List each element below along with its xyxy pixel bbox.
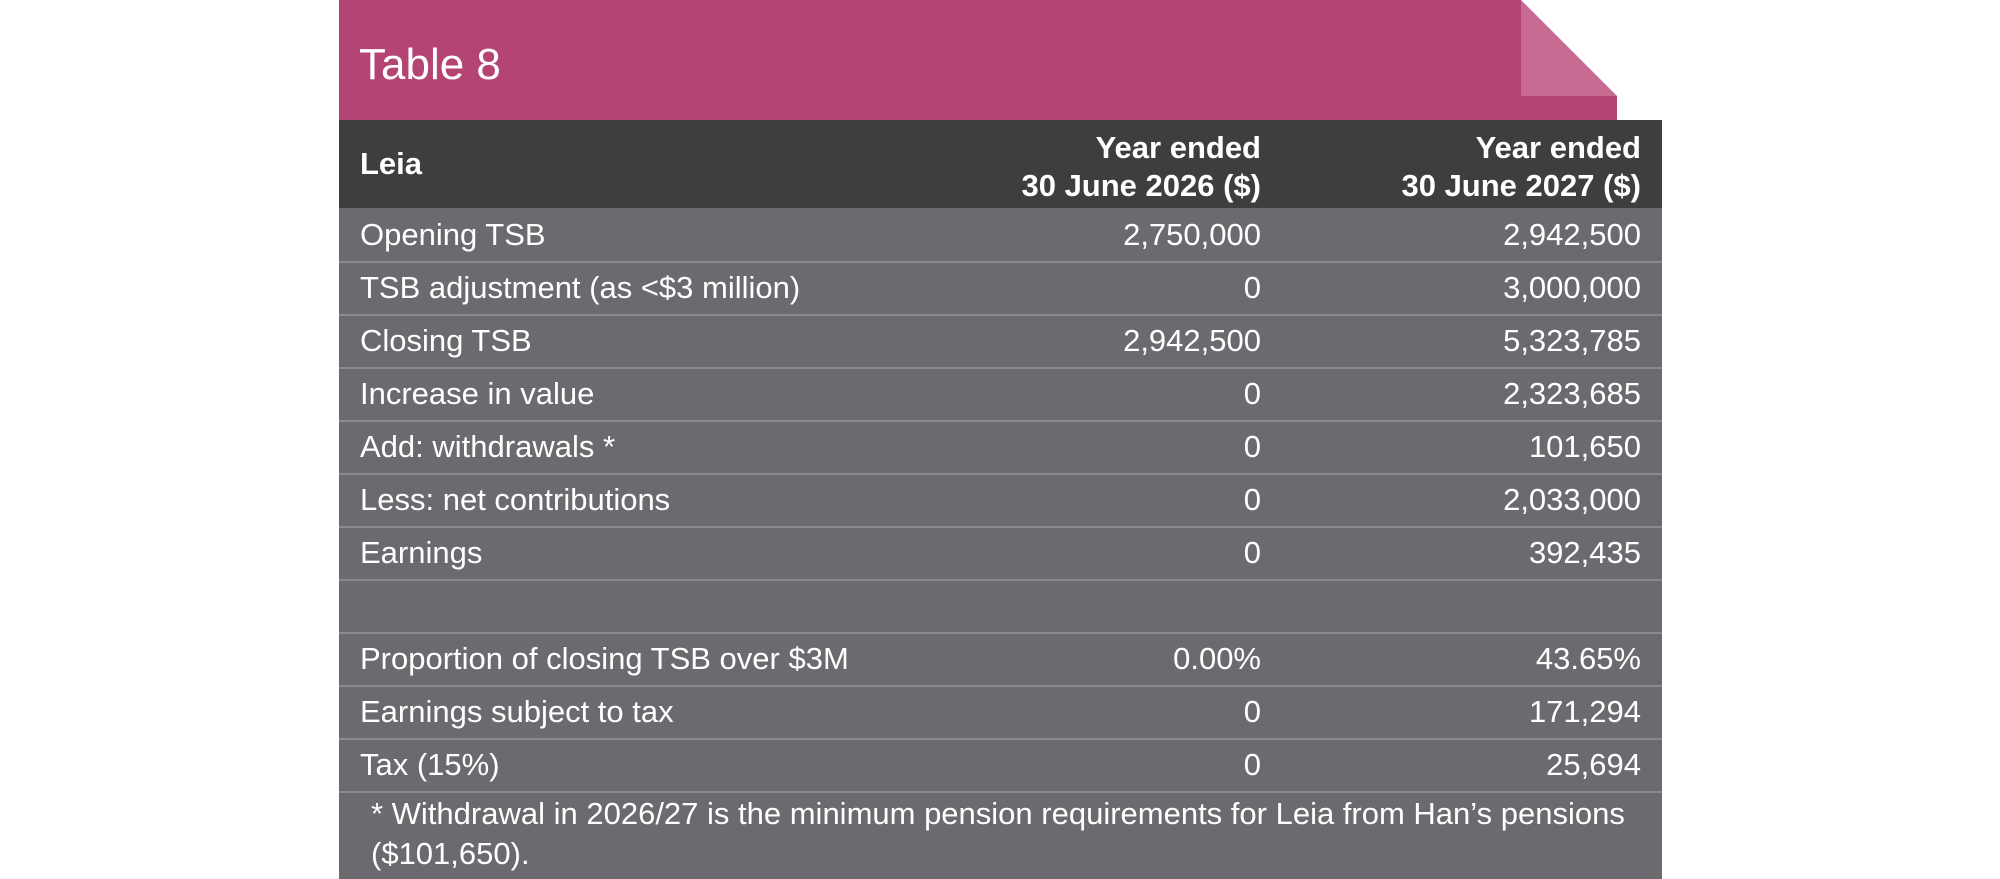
table-row: Earnings subject to tax 0 171,294 [339,686,1662,740]
table-row: Increase in value 0 2,323,685 [339,368,1662,422]
row-label: Add: withdrawals * [360,429,616,464]
page-fold-corner [1521,0,1617,96]
header-col-2027: Year ended 30 June 2027 ($) [1401,129,1641,205]
row-value-2026: 0 [1243,535,1261,570]
row-label: Proportion of closing TSB over $3M [360,641,849,676]
row-value-2026: 2,942,500 [1123,323,1261,358]
header-col-2026-line1: Year ended [1095,130,1261,165]
header-label-leia: Leia [360,146,423,181]
table-title: Table 8 [359,40,501,89]
row-label: Earnings [360,535,483,570]
header-col-2026: Year ended 30 June 2026 ($) [1021,129,1261,205]
table-row: Opening TSB 2,750,000 2,942,500 [339,209,1662,263]
table-row: Closing TSB 2,942,500 5,323,785 [339,315,1662,369]
row-value-2026: 0 [1243,747,1261,782]
table-row: Proportion of closing TSB over $3M 0.00%… [339,633,1662,687]
row-label: Increase in value [360,376,595,411]
row-value-2027: 43.65% [1535,641,1641,676]
table-header-row: Leia Year ended 30 June 2026 ($) Year en… [339,120,1662,208]
data-table: Leia Year ended 30 June 2026 ($) Year en… [339,120,1662,879]
row-value-2026: 0 [1243,694,1261,729]
row-label: Closing TSB [360,323,532,358]
row-value-2027: 3,000,000 [1503,270,1641,305]
row-value-2026: 2,750,000 [1123,217,1261,252]
table-row: Tax (15%) 0 25,694 [339,739,1662,793]
row-label: Less: net contributions [360,482,671,517]
table-row-spacer [339,580,1662,634]
table-header-band [339,0,1617,120]
row-label: Tax (15%) [360,747,500,782]
row-value-2026: 0 [1243,482,1261,517]
row-label: TSB adjustment (as <$3 million) [360,270,801,305]
header-col-2027-line1: Year ended [1475,130,1641,165]
row-value-2026: 0 [1243,429,1261,464]
header-col-2026-line2: 30 June 2026 ($) [1021,168,1261,203]
table-row: TSB adjustment (as <$3 million) 0 3,000,… [339,262,1662,316]
row-value-2027: 5,323,785 [1503,323,1641,358]
row-value-2027: 25,694 [1546,747,1641,782]
row-label: Opening TSB [360,217,546,252]
row-value-2027: 2,942,500 [1503,217,1641,252]
table-row: Add: withdrawals * 0 101,650 [339,421,1662,475]
row-value-2026: 0.00% [1173,641,1261,676]
table-row: Less: net contributions 0 2,033,000 [339,474,1662,528]
table-footnote: * Withdrawal in 2026/27 is the minimum p… [371,796,1625,871]
row-value-2027: 171,294 [1528,694,1641,729]
row-value-2026: 0 [1243,376,1261,411]
row-value-2027: 392,435 [1528,535,1641,570]
row-value-2027: 101,650 [1528,429,1641,464]
table-row: Earnings 0 392,435 [339,527,1662,581]
row-value-2027: 2,033,000 [1503,482,1641,517]
header-col-2027-line2: 30 June 2027 ($) [1401,168,1641,203]
row-label: Earnings subject to tax [360,694,674,729]
row-value-2026: 0 [1243,270,1261,305]
row-value-2027: 2,323,685 [1503,376,1641,411]
